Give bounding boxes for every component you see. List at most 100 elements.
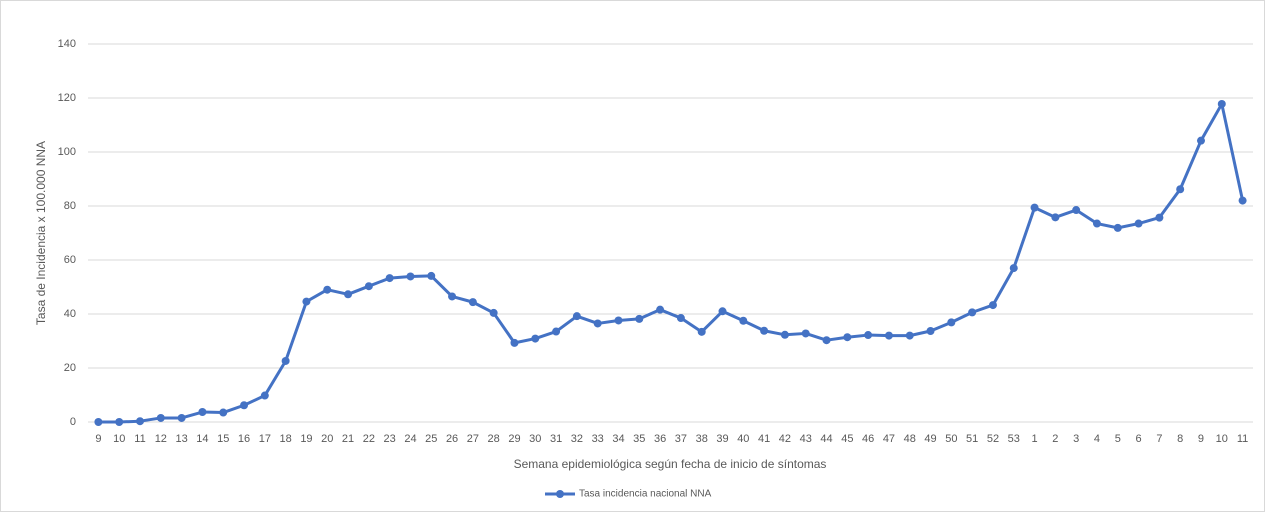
- x-tick-label: 23: [384, 433, 396, 445]
- y-tick-label: 60: [64, 254, 76, 266]
- x-tick-label: 19: [300, 433, 312, 445]
- x-tick-label: 14: [196, 433, 208, 445]
- data-point: [1051, 213, 1060, 222]
- x-tick-label: 38: [696, 433, 708, 445]
- x-tick-label: 27: [467, 433, 479, 445]
- x-tick-label: 53: [1008, 433, 1020, 445]
- data-point: [177, 413, 186, 422]
- data-point: [614, 316, 623, 325]
- data-point: [864, 331, 873, 340]
- x-tick-label: 37: [675, 433, 687, 445]
- data-point: [780, 330, 789, 339]
- x-tick-label: 18: [280, 433, 292, 445]
- data-point: [1113, 223, 1122, 232]
- x-tick-label: 1: [1032, 433, 1038, 445]
- x-tick-label: 9: [95, 433, 101, 445]
- x-axis-label: Semana epidemiológica según fecha de ini…: [514, 457, 827, 471]
- x-tick-label: 25: [425, 433, 437, 445]
- data-point: [406, 272, 415, 281]
- data-point: [926, 327, 935, 336]
- data-point: [1155, 213, 1164, 222]
- x-tick-label: 5: [1115, 433, 1121, 445]
- data-point: [1030, 203, 1039, 212]
- x-tick-label: 16: [238, 433, 250, 445]
- x-tick-label: 11: [134, 433, 145, 445]
- data-point: [1217, 99, 1226, 108]
- x-tick-label: 42: [779, 433, 791, 445]
- data-point: [302, 297, 311, 306]
- data-point: [198, 408, 207, 417]
- x-tick-label: 39: [716, 433, 728, 445]
- x-tick-label: 4: [1094, 433, 1100, 445]
- x-tick-label: 35: [633, 433, 645, 445]
- y-tick-label: 120: [58, 92, 76, 104]
- x-tick-label: 30: [529, 433, 541, 445]
- data-point: [468, 298, 477, 307]
- x-tick-label: 12: [155, 433, 167, 445]
- x-tick-label: 48: [904, 433, 916, 445]
- x-tick-label: 43: [800, 433, 812, 445]
- data-point: [240, 401, 249, 410]
- x-tick-label: 32: [571, 433, 583, 445]
- x-tick-label: 20: [321, 433, 333, 445]
- data-point: [531, 334, 540, 343]
- data-point: [489, 308, 498, 317]
- data-point: [822, 336, 831, 345]
- data-point: [905, 331, 914, 340]
- data-point: [884, 331, 893, 340]
- x-tick-label: 36: [654, 433, 666, 445]
- x-tick-label: 3: [1073, 433, 1079, 445]
- data-point: [1134, 219, 1143, 228]
- x-tick-label: 9: [1198, 433, 1204, 445]
- x-tick-label: 8: [1177, 433, 1183, 445]
- y-axis-label: Tasa de Incidencia x 100.000 NNA: [34, 141, 48, 325]
- data-point: [260, 391, 269, 400]
- data-point: [136, 417, 145, 426]
- data-point: [1238, 196, 1247, 205]
- legend-marker: [556, 490, 564, 498]
- data-point: [552, 327, 561, 336]
- x-tick-label: 13: [175, 433, 187, 445]
- y-tick-label: 140: [58, 38, 76, 50]
- x-tick-label: 46: [862, 433, 874, 445]
- x-tick-label: 47: [883, 433, 895, 445]
- data-point: [739, 316, 748, 325]
- legend-label: Tasa incidencia nacional NNA: [579, 489, 712, 500]
- data-point: [1009, 264, 1018, 273]
- data-point: [1092, 219, 1101, 228]
- x-tick-label: 31: [550, 433, 562, 445]
- data-point: [385, 274, 394, 283]
- x-tick-label: 44: [820, 433, 832, 445]
- x-tick-label: 24: [404, 433, 416, 445]
- data-point: [801, 329, 810, 338]
- data-point: [947, 318, 956, 327]
- x-tick-label: 22: [363, 433, 375, 445]
- y-tick-label: 0: [70, 416, 76, 428]
- data-point: [156, 413, 165, 422]
- data-point: [364, 282, 373, 291]
- data-point: [593, 319, 602, 328]
- x-tick-label: 10: [113, 433, 125, 445]
- data-point: [572, 312, 581, 321]
- data-point: [281, 356, 290, 365]
- data-point: [718, 307, 727, 316]
- data-point: [697, 327, 706, 336]
- data-point: [843, 333, 852, 342]
- data-point: [219, 408, 228, 417]
- x-tick-label: 21: [342, 433, 354, 445]
- x-tick-label: 15: [217, 433, 229, 445]
- data-point: [656, 305, 665, 314]
- data-point: [323, 285, 332, 294]
- data-point: [968, 308, 977, 317]
- x-tick-label: 29: [508, 433, 520, 445]
- x-tick-label: 50: [945, 433, 957, 445]
- y-tick-label: 100: [58, 146, 76, 158]
- data-point: [1072, 206, 1081, 215]
- data-point: [344, 290, 353, 299]
- data-point: [115, 418, 124, 426]
- x-tick-label: 33: [592, 433, 604, 445]
- x-tick-label: 6: [1136, 433, 1142, 445]
- data-point: [988, 301, 997, 310]
